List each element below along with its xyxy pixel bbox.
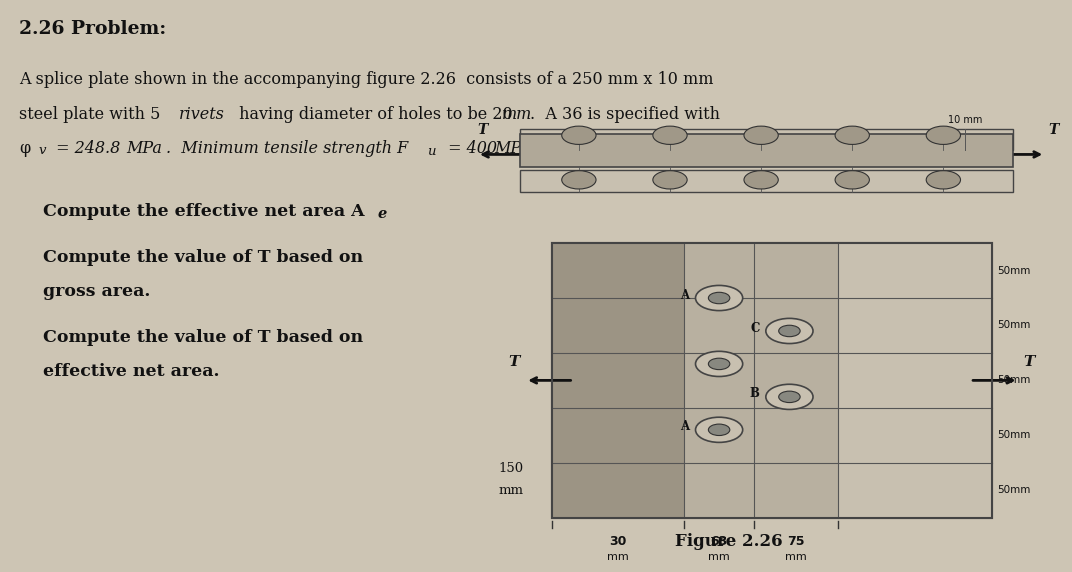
Text: C: C (750, 321, 759, 335)
Text: T: T (508, 355, 520, 369)
Text: mm: mm (498, 484, 524, 496)
Text: 50mm: 50mm (997, 265, 1030, 276)
Text: A splice plate shown in the accompanying figure 2.26  consists of a 250 mm x 10 : A splice plate shown in the accompanying… (19, 72, 714, 89)
Text: φ: φ (19, 140, 30, 157)
Text: 50mm: 50mm (997, 375, 1030, 386)
Text: Compute the effective net area A: Compute the effective net area A (43, 203, 364, 220)
Text: mm: mm (785, 551, 807, 562)
Text: having diameter of holes to be 20: having diameter of holes to be 20 (234, 106, 518, 123)
Circle shape (653, 170, 687, 189)
Circle shape (562, 126, 596, 145)
Bar (552, 243, 992, 518)
Circle shape (744, 170, 778, 189)
Text: A: A (680, 420, 689, 434)
Circle shape (926, 126, 961, 145)
Bar (838, 243, 992, 518)
Text: 2.26 Problem:: 2.26 Problem: (19, 20, 166, 38)
Text: = 400: = 400 (443, 140, 502, 157)
Bar (552, 243, 684, 518)
Circle shape (765, 384, 813, 410)
Text: .: . (530, 140, 535, 157)
Circle shape (709, 424, 730, 435)
Text: 10 mm: 10 mm (948, 116, 982, 125)
Text: Compute the value of T based on: Compute the value of T based on (43, 249, 363, 266)
Text: .  Minimum tensile strength F: . Minimum tensile strength F (166, 140, 408, 157)
Text: Figure 2.26: Figure 2.26 (675, 533, 783, 550)
Circle shape (696, 417, 743, 442)
Text: rivets: rivets (179, 106, 225, 123)
Text: e: e (377, 207, 387, 221)
Text: mm: mm (709, 551, 730, 562)
Text: T: T (477, 124, 488, 137)
Text: u: u (427, 145, 435, 158)
Text: A: A (680, 289, 689, 301)
Text: T: T (1048, 124, 1059, 137)
Text: 10 mm: 10 mm (534, 133, 568, 144)
Text: gross area.: gross area. (43, 283, 150, 300)
Bar (520, 129, 1013, 150)
Bar (520, 170, 1013, 192)
Text: Compute the value of T based on: Compute the value of T based on (43, 329, 363, 346)
Text: .  A 36 is specified with: . A 36 is specified with (530, 106, 719, 123)
Text: mm: mm (502, 106, 532, 123)
Circle shape (744, 126, 778, 145)
Circle shape (562, 170, 596, 189)
Circle shape (835, 170, 869, 189)
Circle shape (926, 170, 961, 189)
Text: 50mm: 50mm (997, 320, 1030, 331)
Text: 50mm: 50mm (997, 485, 1030, 495)
Text: 150: 150 (498, 462, 524, 475)
Circle shape (778, 391, 800, 403)
Circle shape (765, 319, 813, 344)
Text: MPa: MPa (494, 140, 530, 157)
Text: v: v (39, 144, 46, 157)
Bar (520, 134, 1013, 167)
Bar (552, 243, 992, 518)
Text: steel plate with 5: steel plate with 5 (19, 106, 166, 123)
Text: mm: mm (607, 551, 629, 562)
Bar (684, 243, 838, 518)
Circle shape (835, 126, 869, 145)
Circle shape (709, 358, 730, 370)
Circle shape (696, 285, 743, 311)
Text: effective net area.: effective net area. (43, 363, 220, 380)
Text: 63: 63 (711, 535, 728, 548)
Text: 75: 75 (787, 535, 805, 548)
Text: 30: 30 (609, 535, 627, 548)
Circle shape (709, 292, 730, 304)
Circle shape (653, 126, 687, 145)
Circle shape (696, 351, 743, 376)
Circle shape (778, 325, 800, 337)
Text: B: B (749, 387, 759, 400)
Text: MPa: MPa (126, 140, 162, 157)
Text: T: T (1024, 355, 1036, 369)
Text: = 248.8: = 248.8 (51, 140, 125, 157)
Text: 50mm: 50mm (997, 430, 1030, 440)
